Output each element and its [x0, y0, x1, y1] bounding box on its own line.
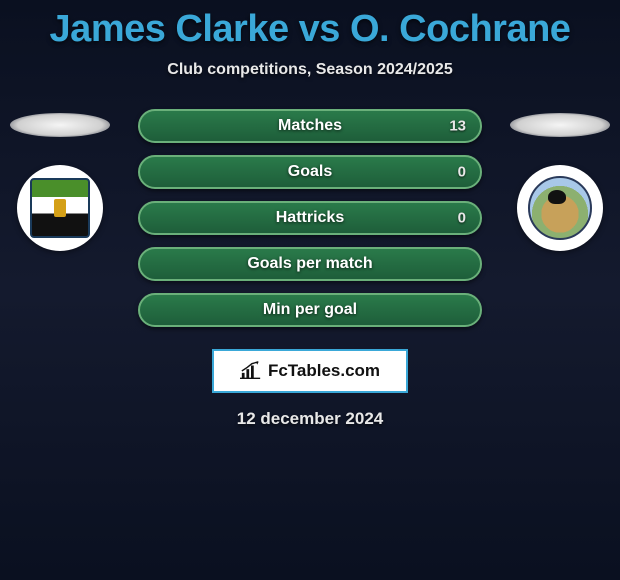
stat-label: Goals per match	[247, 255, 372, 273]
stat-label: Matches	[278, 117, 342, 135]
magpie-crest-icon	[528, 176, 592, 240]
page-subtitle: Club competitions, Season 2024/2025	[0, 61, 620, 79]
date-text: 12 december 2024	[0, 409, 620, 429]
club-left-column	[0, 109, 120, 251]
stat-label: Hattricks	[276, 209, 344, 227]
placeholder-oval-right	[510, 113, 610, 137]
fctables-brand-link[interactable]: FcTables.com	[212, 349, 408, 393]
club-right-column	[500, 109, 620, 251]
stat-pill-list: Matches 13 Goals 0 Hattricks 0 Goals per…	[138, 109, 482, 327]
stat-label: Min per goal	[263, 301, 357, 319]
comparison-area: Matches 13 Goals 0 Hattricks 0 Goals per…	[0, 109, 620, 429]
stat-row-goals-per-match: Goals per match	[138, 247, 482, 281]
shield-icon	[30, 178, 90, 238]
club-crest-left	[17, 165, 103, 251]
brand-text: FcTables.com	[268, 361, 380, 381]
club-crest-right	[517, 165, 603, 251]
stat-right-value: 13	[449, 118, 466, 135]
stat-right-value: 0	[458, 164, 466, 181]
stat-row-matches: Matches 13	[138, 109, 482, 143]
stat-row-hattricks: Hattricks 0	[138, 201, 482, 235]
stat-row-min-per-goal: Min per goal	[138, 293, 482, 327]
stat-right-value: 0	[458, 210, 466, 227]
placeholder-oval-left	[10, 113, 110, 137]
stat-row-goals: Goals 0	[138, 155, 482, 189]
stat-label: Goals	[288, 163, 332, 181]
bar-chart-icon	[240, 361, 262, 381]
page-title: James Clarke vs O. Cochrane	[0, 0, 620, 51]
